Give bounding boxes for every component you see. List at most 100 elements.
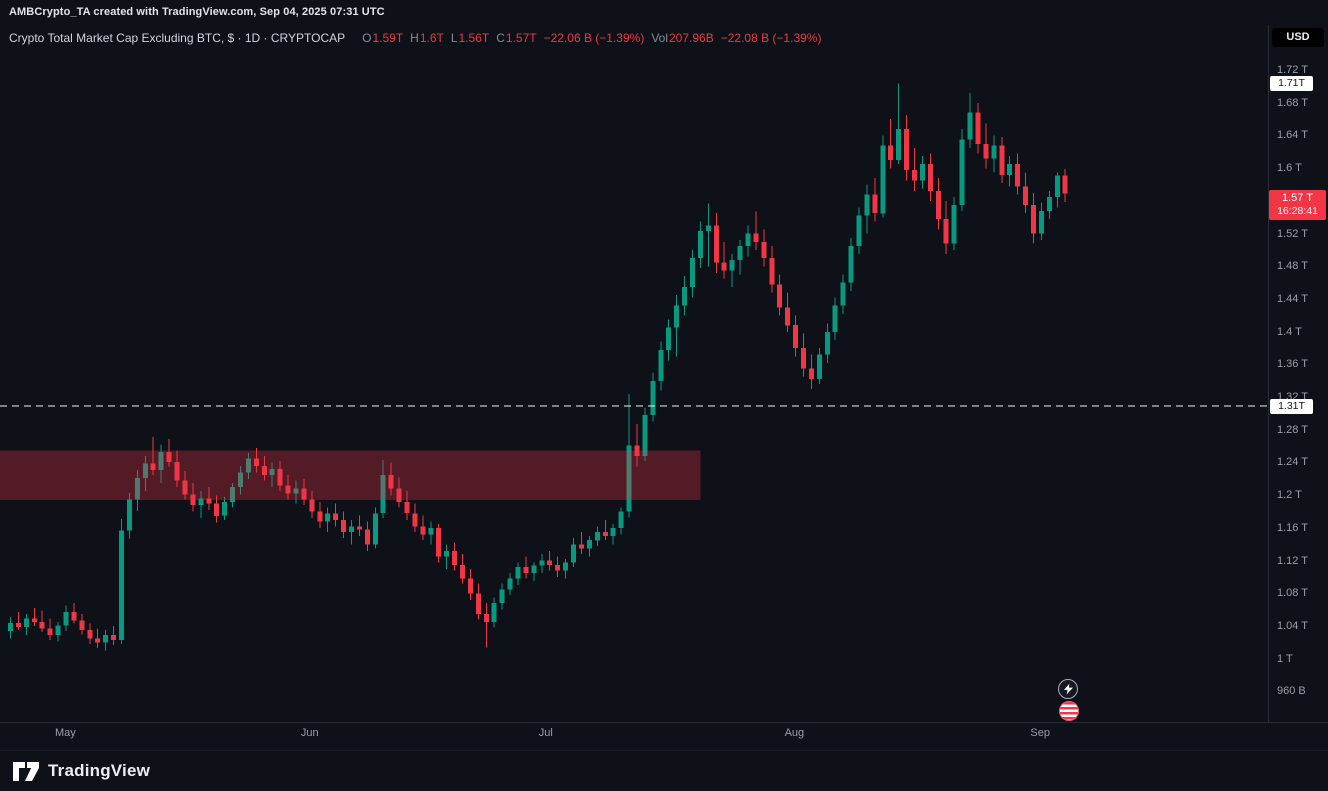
candle-body — [317, 511, 323, 522]
candle-body — [563, 562, 569, 571]
candle-body — [935, 191, 941, 219]
current-price-value: 1.57 T — [1282, 191, 1313, 204]
price-tick-label: 1.64 T — [1277, 129, 1308, 142]
tradingview-logo-icon[interactable] — [12, 761, 40, 782]
candle-body — [436, 528, 442, 557]
volume-value: 207.96B — [669, 31, 714, 45]
attribution-text: AMBCrypto_TA created with TradingView.co… — [9, 6, 385, 18]
candle-body — [198, 498, 204, 506]
candle-body — [388, 474, 394, 489]
candle-body — [991, 145, 997, 159]
candle-body — [253, 458, 259, 466]
price-tick-label: 1.04 T — [1277, 619, 1308, 632]
lightning-marker-icon[interactable] — [1058, 679, 1078, 699]
candle-body — [824, 331, 830, 355]
price-tick-label: 1.08 T — [1277, 587, 1308, 600]
candle-body — [856, 215, 862, 246]
candle-body — [579, 544, 584, 549]
candle-body — [245, 458, 251, 473]
currency-usd-button[interactable]: USD — [1272, 28, 1324, 47]
price-tick-label: 1.52 T — [1277, 227, 1308, 240]
supply-zone[interactable] — [0, 450, 701, 501]
price-tick-label: 1.24 T — [1277, 456, 1308, 469]
candle-body — [47, 628, 53, 635]
volume-label: Vol — [651, 31, 668, 45]
candle-body — [63, 612, 69, 626]
low-value: 1.56T — [458, 31, 490, 45]
candle-body — [396, 488, 402, 502]
candle-body — [1038, 210, 1044, 234]
candle-body — [230, 487, 235, 502]
price-tick-label: 1.16 T — [1277, 521, 1308, 534]
candle-body — [618, 511, 624, 528]
candle-body — [793, 325, 799, 349]
candle-body — [460, 564, 465, 579]
candle-body — [832, 305, 838, 332]
candle-body — [610, 528, 616, 537]
candle-body — [531, 565, 537, 573]
symbol-info-bar: Crypto Total Market Cap Excluding BTC, $… — [9, 30, 821, 46]
candle-body — [39, 622, 45, 629]
candle-body — [174, 461, 180, 481]
striped-marker-icon[interactable] — [1059, 701, 1079, 721]
candle-body — [103, 635, 109, 643]
candle-body — [967, 112, 973, 140]
candle-body — [404, 501, 410, 514]
time-tick-label: Aug — [784, 727, 805, 739]
high-label: H — [410, 31, 419, 45]
chart-pane[interactable] — [0, 0, 1268, 745]
tradingview-wordmark[interactable]: TradingView — [48, 761, 151, 780]
candle-body — [816, 354, 822, 380]
change-value: −22.06 B (−1.39%) — [543, 31, 645, 45]
candle-body — [983, 143, 989, 159]
candle-body — [142, 463, 148, 479]
candle-body — [8, 622, 13, 631]
price-tick-label: 1.4 T — [1277, 325, 1302, 338]
candle-body — [420, 526, 426, 535]
time-axis[interactable]: May Jun Jul Aug Sep — [0, 722, 1268, 748]
candle-body — [87, 630, 93, 639]
candle-body — [55, 625, 61, 636]
close-label: C — [496, 31, 505, 45]
price-tick-label: 1.36 T — [1277, 358, 1308, 371]
candle-body — [721, 262, 727, 271]
candle-body — [214, 503, 220, 516]
candle-body — [888, 145, 894, 161]
candle-body — [713, 225, 719, 263]
price-tick-label: 1.6 T — [1277, 162, 1302, 175]
time-tick-label: Sep — [1030, 727, 1050, 739]
candle-body — [539, 560, 545, 566]
price-tick-label: 1.12 T — [1277, 554, 1308, 567]
price-tick-label: 1.2 T — [1277, 489, 1302, 502]
candle-body — [959, 139, 965, 206]
candle-body — [896, 129, 902, 161]
candle-body — [975, 112, 981, 144]
candle-body — [452, 550, 458, 565]
symbol-title[interactable]: Crypto Total Market Cap Excluding BTC, $… — [9, 31, 346, 45]
price-tick-label: 1.48 T — [1277, 260, 1308, 273]
price-tick-label: 1.28 T — [1277, 423, 1308, 436]
candle-body — [491, 603, 497, 622]
candle-body — [499, 589, 505, 604]
candle-body — [515, 567, 521, 579]
price-tick-label: 1.68 T — [1277, 96, 1308, 109]
candle-body — [729, 259, 735, 271]
open-value: 1.59T — [372, 31, 404, 45]
candle-body — [356, 526, 362, 530]
candle-body — [158, 452, 164, 470]
candle-body — [880, 145, 886, 214]
price-axis[interactable]: 1.72 T 1.68 T 1.64 T 1.6 T 1.52 T 1.48 T 1.44 … — [1269, 0, 1328, 750]
candle-body — [626, 445, 632, 512]
candle-body — [745, 233, 751, 246]
candle-body — [943, 219, 949, 244]
open-label: O — [362, 31, 372, 45]
candle-body — [642, 415, 648, 457]
candle-body — [999, 145, 1005, 175]
candle-body — [475, 593, 481, 614]
candle-body — [801, 348, 806, 369]
candle-body — [444, 550, 450, 557]
candle-body — [134, 478, 140, 500]
candle-body — [555, 564, 561, 571]
candle-body — [1031, 205, 1036, 234]
current-price-flag: 1.57 T 16:28:41 — [1269, 189, 1326, 220]
